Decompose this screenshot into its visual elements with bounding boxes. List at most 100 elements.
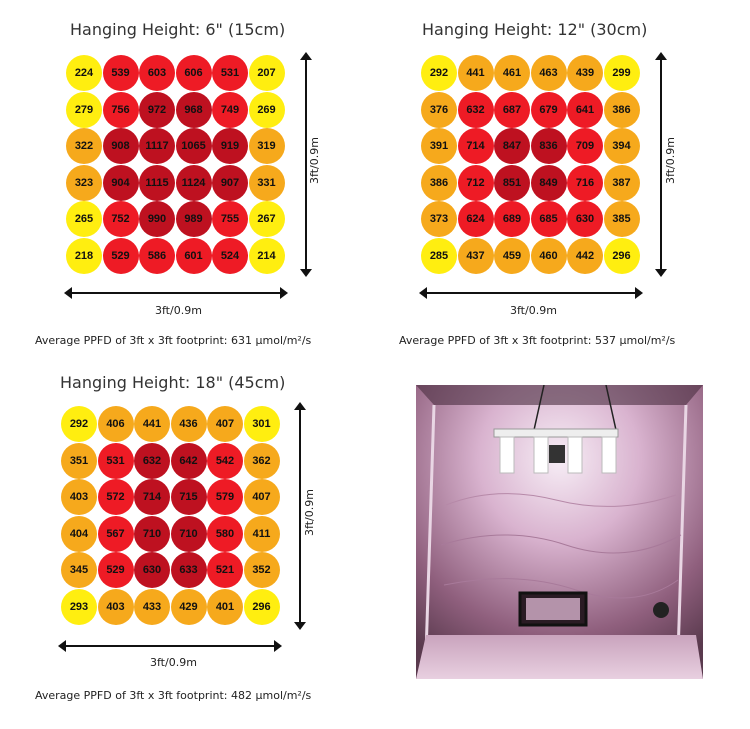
ppfd-cell: 756 (102, 91, 139, 128)
ppfd-cell: 572 (97, 479, 134, 515)
ppfd-cell: 919 (212, 128, 248, 164)
ppfd-cell: 441 (134, 406, 170, 442)
ppfd-cell: 531 (212, 55, 248, 91)
ppfd-cell: 351 (61, 442, 97, 479)
ppfd-cell: 630 (134, 552, 170, 588)
ppfd-cell: 642 (170, 442, 207, 479)
ppfd-cell: 968 (175, 91, 212, 128)
ppfd-cell: 362 (243, 442, 280, 479)
ppfd-cell: 269 (248, 91, 285, 128)
ppfd-cell: 429 (170, 588, 207, 625)
chart-1-caption: Average PPFD of 3ft x 3ft footprint: 631… (35, 334, 312, 347)
ppfd-cell: 714 (457, 128, 494, 164)
ppfd-cell: 712 (457, 164, 494, 201)
ppfd-cell: 293 (61, 588, 97, 625)
chart-2-xlabel: 3ft/0.9m (510, 304, 557, 317)
ppfd-cell: 296 (603, 237, 640, 274)
ppfd-cell: 907 (212, 164, 248, 201)
ppfd-cell: 749 (212, 91, 248, 128)
chart-1-horizontal-arrow (64, 287, 288, 299)
ppfd-cell: 439 (567, 55, 603, 91)
ppfd-cell: 433 (134, 588, 170, 625)
chart-1-xlabel: 3ft/0.9m (155, 304, 202, 317)
ppfd-cell: 322 (66, 128, 102, 164)
ppfd-cell: 539 (102, 55, 139, 91)
grow-tent-photo (416, 385, 703, 679)
ppfd-cell: 1115 (139, 164, 175, 201)
ppfd-cell: 529 (102, 237, 139, 274)
ppfd-cell: 373 (421, 201, 457, 237)
ppfd-cell: 586 (139, 237, 175, 274)
ppfd-cell: 847 (494, 128, 530, 164)
chart-2-caption: Average PPFD of 3ft x 3ft footprint: 537… (399, 334, 676, 347)
ppfd-cell: 715 (170, 479, 207, 515)
chart-3-caption: Average PPFD of 3ft x 3ft footprint: 482… (35, 689, 312, 702)
ppfd-cell: 603 (139, 55, 175, 91)
ppfd-cell: 972 (139, 91, 175, 128)
ppfd-cell: 990 (139, 201, 175, 237)
ppfd-cell: 403 (61, 479, 97, 515)
ppfd-cell: 714 (134, 479, 170, 515)
ppfd-cell: 345 (61, 552, 97, 588)
ppfd-cell: 989 (175, 201, 212, 237)
chart-2-ylabel: 3ft/0.9m (663, 137, 677, 184)
ppfd-cell: 908 (102, 128, 139, 164)
ppfd-cell: 207 (248, 55, 285, 91)
ppfd-cell: 606 (175, 55, 212, 91)
chart-3-vertical-arrow (294, 402, 306, 630)
chart-3-horizontal-arrow (58, 640, 282, 652)
ppfd-cell: 386 (603, 91, 640, 128)
ppfd-cell: 285 (421, 237, 457, 274)
ppfd-cell: 710 (170, 515, 207, 552)
ppfd-cell: 319 (248, 128, 285, 164)
ppfd-cell: 633 (170, 552, 207, 588)
ppfd-cell: 387 (603, 164, 640, 201)
ppfd-cell: 531 (97, 442, 134, 479)
ppfd-cell: 752 (102, 201, 139, 237)
ppfd-cell: 542 (207, 442, 243, 479)
chart-2-title: Hanging Height: 12" (30cm) (422, 20, 648, 39)
ppfd-cell: 436 (170, 406, 207, 442)
ppfd-cell: 463 (530, 55, 567, 91)
ppfd-cell: 391 (421, 128, 457, 164)
chart-1-ylabel: 3ft/0.9m (307, 137, 321, 184)
ppfd-cell: 521 (207, 552, 243, 588)
ppfd-cell: 267 (248, 201, 285, 237)
ppfd-cell: 524 (212, 237, 248, 274)
ppfd-cell: 376 (421, 91, 457, 128)
ppfd-cell: 689 (494, 201, 530, 237)
ppfd-cell: 529 (97, 552, 134, 588)
ppfd-cell: 296 (243, 588, 280, 625)
ppfd-cell: 331 (248, 164, 285, 201)
ppfd-cell: 632 (134, 442, 170, 479)
ppfd-cell: 641 (567, 91, 603, 128)
ppfd-cell: 459 (494, 237, 530, 274)
ppfd-cell: 437 (457, 237, 494, 274)
ppfd-cell: 406 (97, 406, 134, 442)
ppfd-cell: 601 (175, 237, 212, 274)
ppfd-cell: 407 (243, 479, 280, 515)
chart-1-vertical-arrow (300, 52, 312, 277)
ppfd-cell: 567 (97, 515, 134, 552)
ppfd-cell: 685 (530, 201, 567, 237)
chart-3-ylabel: 3ft/0.9m (302, 489, 316, 536)
chart-1-title: Hanging Height: 6" (15cm) (70, 20, 286, 39)
ppfd-cell: 279 (66, 91, 102, 128)
ppfd-cell: 407 (207, 406, 243, 442)
chart-3-title: Hanging Height: 18" (45cm) (60, 373, 286, 392)
ppfd-cell: 709 (567, 128, 603, 164)
ppfd-cell: 403 (97, 588, 134, 625)
ppfd-cell: 265 (66, 201, 102, 237)
ppfd-cell: 401 (207, 588, 243, 625)
ppfd-cell: 1117 (139, 128, 175, 164)
ppfd-cell: 301 (243, 406, 280, 442)
ppfd-cell: 218 (66, 237, 102, 274)
ppfd-cell: 461 (494, 55, 530, 91)
ppfd-cell: 851 (494, 164, 530, 201)
ppfd-cell: 630 (567, 201, 603, 237)
chart-2-horizontal-arrow (419, 287, 643, 299)
ppfd-cell: 385 (603, 201, 640, 237)
ppfd-cell: 716 (567, 164, 603, 201)
ppfd-cell: 214 (248, 237, 285, 274)
ppfd-cell: 624 (457, 201, 494, 237)
